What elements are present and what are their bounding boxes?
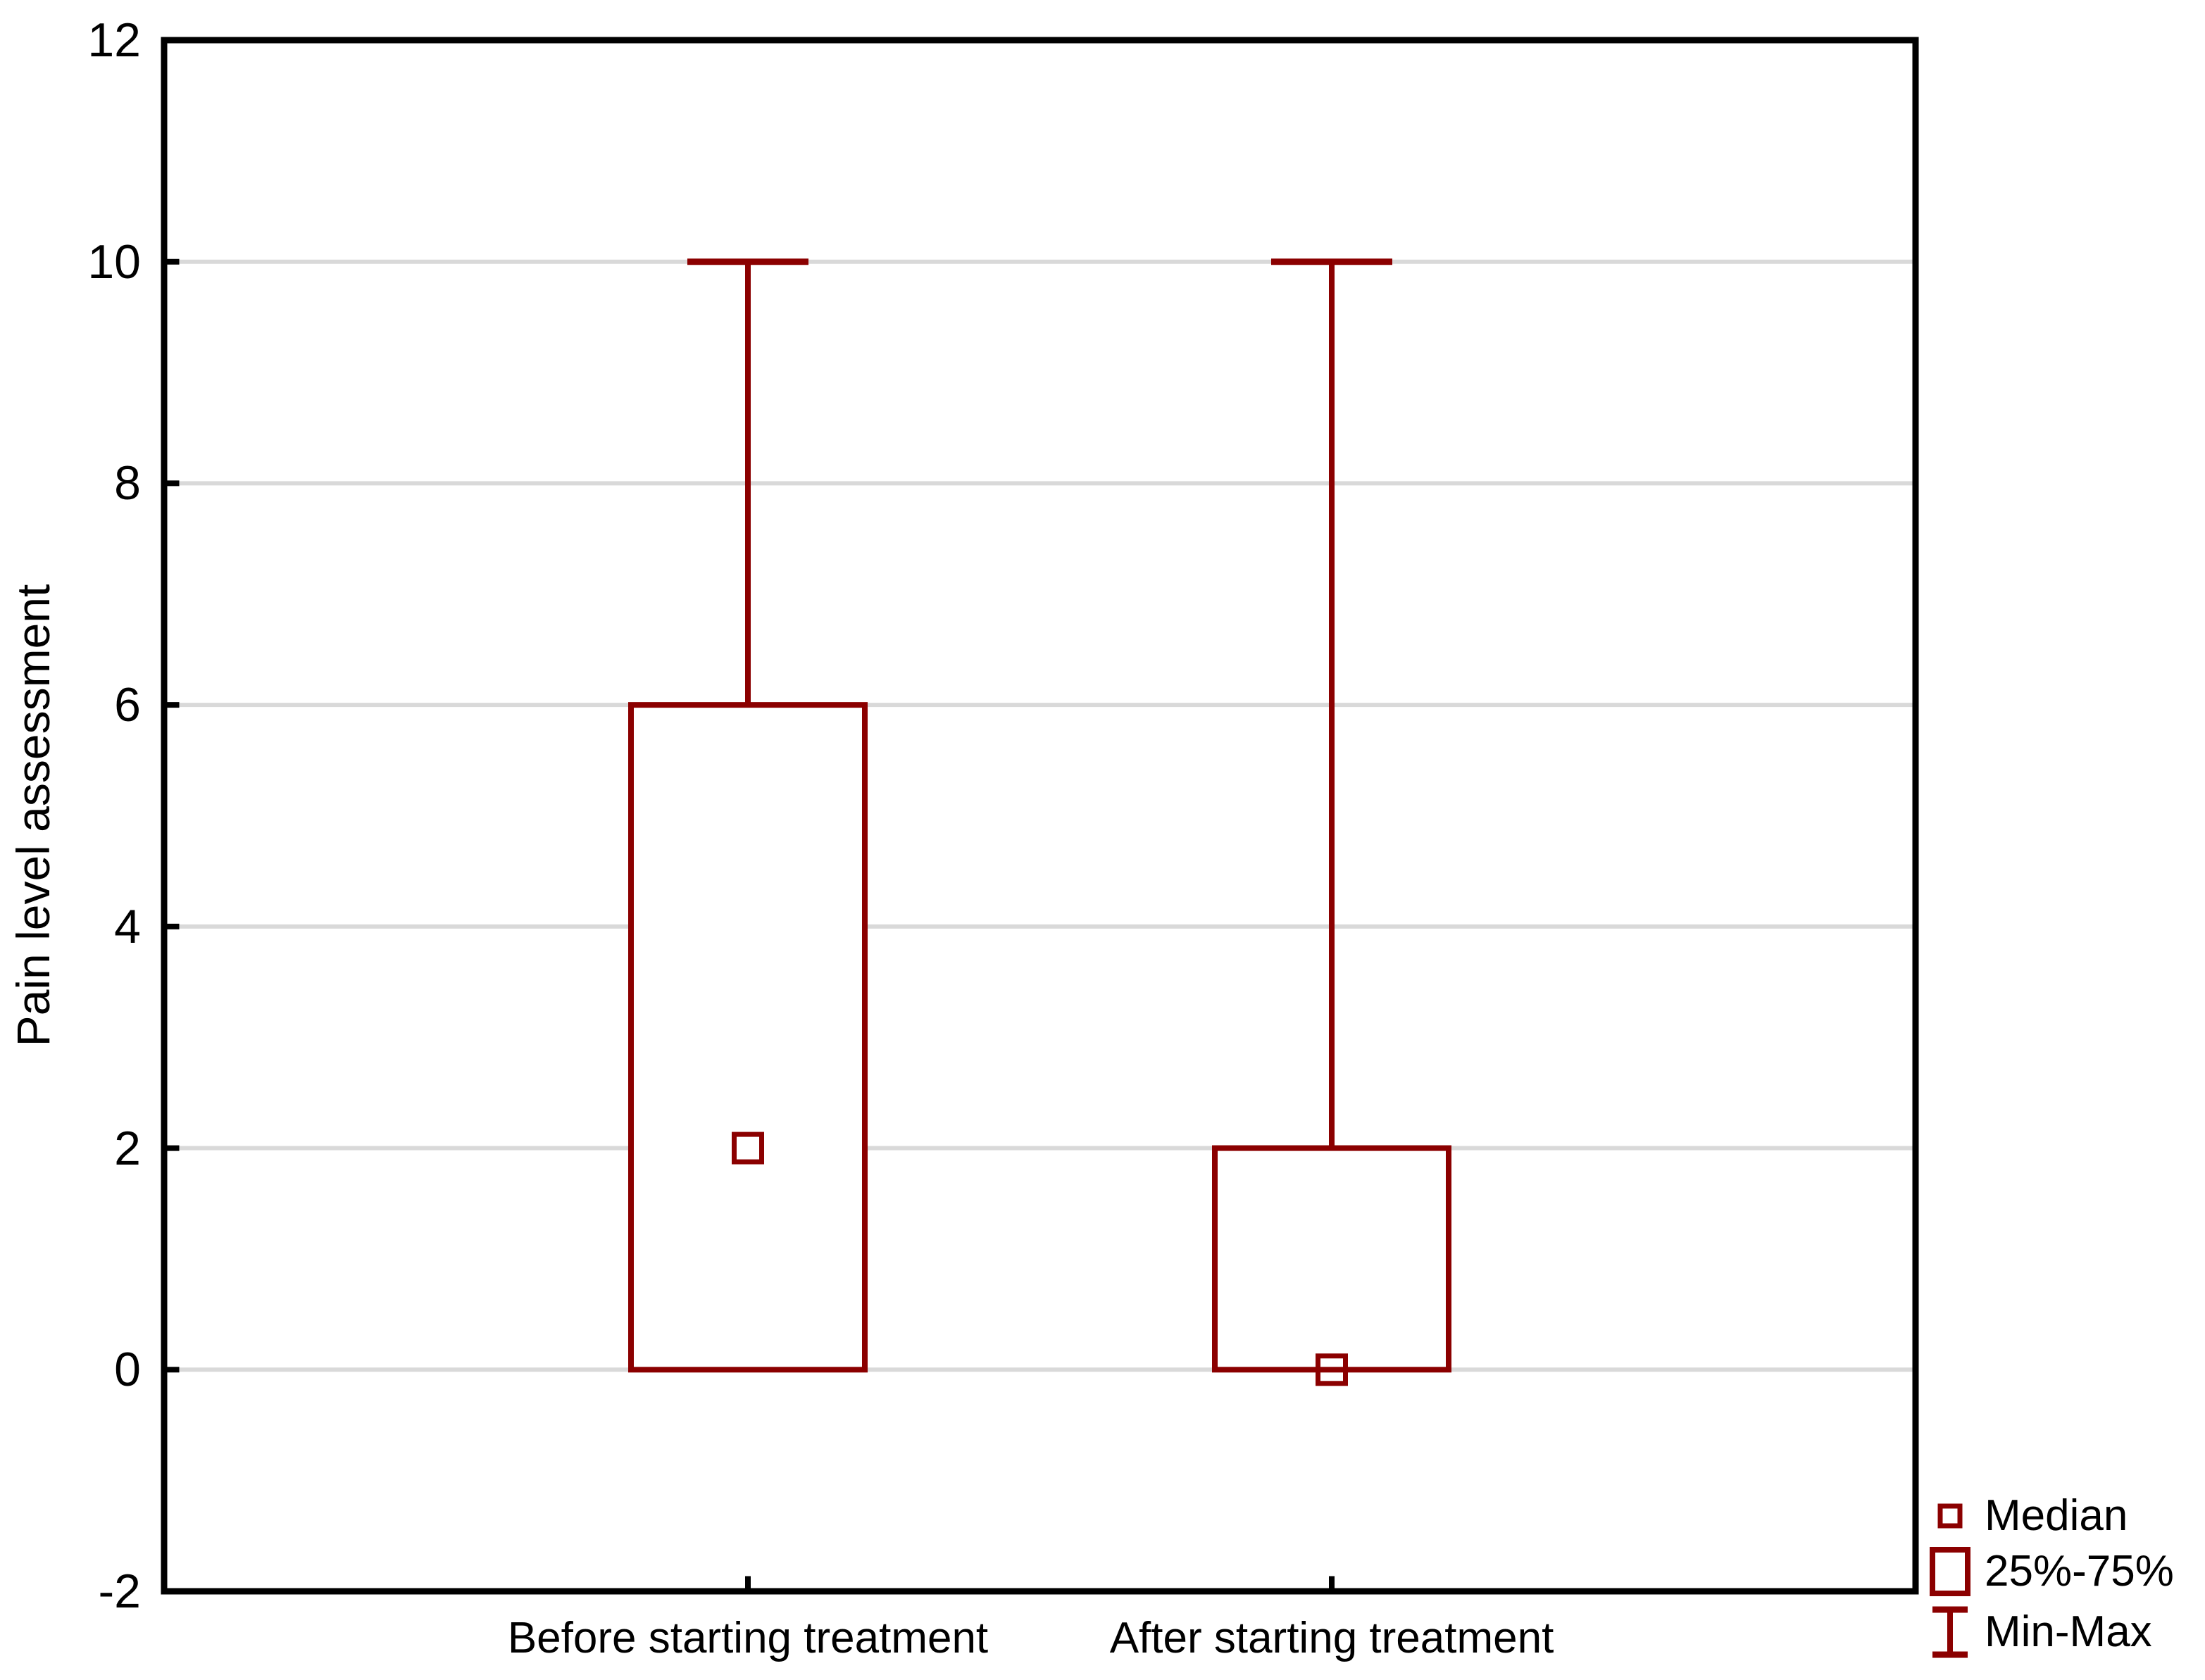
- legend-label-median: Median: [1985, 1491, 2128, 1540]
- y-tick-label: 6: [114, 678, 141, 732]
- y-tick-label: 12: [87, 13, 141, 67]
- y-axis-title: Pain level assessment: [7, 584, 59, 1047]
- legend-item-median: Median: [1927, 1494, 2174, 1538]
- x-category-label: After starting treatment: [1109, 1614, 1554, 1662]
- legend: Median 25%-75% Min-Max: [1927, 1494, 2174, 1659]
- legend-item-minmax: Min-Max: [1927, 1605, 2174, 1659]
- y-tick-label: 4: [114, 899, 141, 953]
- median-marker: [732, 1132, 764, 1165]
- x-category-label: Before starting treatment: [507, 1614, 989, 1662]
- y-tick-label: 8: [114, 456, 141, 510]
- y-tick-label: -2: [98, 1565, 141, 1618]
- legend-item-iqr: 25%-75%: [1927, 1546, 2174, 1597]
- legend-label-iqr: 25%-75%: [1985, 1547, 2174, 1596]
- median-square-icon: [1927, 1503, 1973, 1529]
- iqr-box: [1212, 1145, 1451, 1373]
- legend-label-minmax: Min-Max: [1985, 1607, 2152, 1656]
- minmax-whisker-icon: [1927, 1605, 1973, 1659]
- y-tick-label: 2: [114, 1121, 141, 1175]
- median-marker: [1316, 1353, 1348, 1386]
- plot-frame: [161, 37, 1919, 1595]
- y-tick-label: 0: [114, 1343, 141, 1397]
- y-tick-label: 10: [87, 234, 141, 289]
- iqr-box: [628, 702, 868, 1373]
- iqr-box-icon: [1927, 1546, 1973, 1597]
